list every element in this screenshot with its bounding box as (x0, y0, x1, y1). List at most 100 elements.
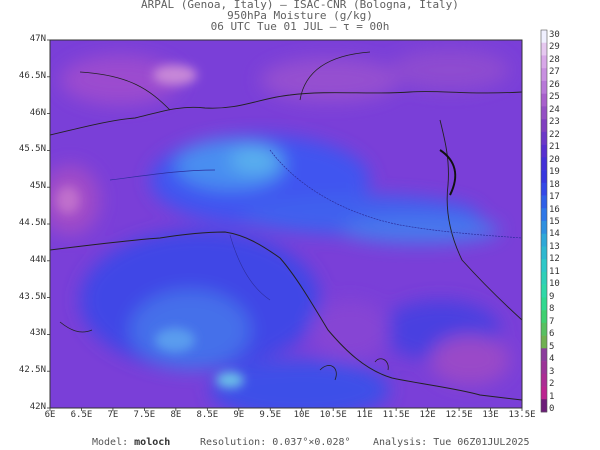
header-valid-time: 06 UTC Tue 01 JUL – τ = 00h (210, 20, 390, 33)
colorbar (540, 29, 548, 413)
colorbar-segment (541, 182, 547, 196)
colorbar-label: 15 (549, 217, 560, 227)
colorbar-label: 8 (549, 304, 555, 315)
colorbar-label: 18 (549, 179, 560, 190)
resolution-info: Resolution: 0.037°×0.028° (200, 437, 351, 448)
lat-tick-label: 45.5N (18, 144, 46, 155)
lon-tick-label: 8.5E (196, 410, 219, 420)
colorbar-segment (541, 55, 547, 69)
colorbar-segment (541, 170, 547, 184)
colorbar-segment (541, 80, 547, 94)
lon-tick-label: 12E (419, 410, 436, 420)
colorbar-segment (541, 195, 547, 209)
colorbar-label: 19 (549, 167, 560, 178)
colorbar-label: 12 (549, 254, 560, 265)
lon-tick-label: 11.5E (382, 410, 410, 420)
lon-tick-label: 13E (482, 410, 499, 420)
colorbar-segment (541, 386, 547, 400)
header-institutions: ARPAL (Genoa, Italy) – ISAC-CNR (Bologna… (141, 0, 459, 11)
colorbar-label: 20 (549, 154, 560, 165)
lon-tick-label: 12.5E (445, 410, 473, 420)
colorbar-segment (541, 106, 547, 120)
colorbar-segment (541, 297, 547, 311)
colorbar-segment (541, 30, 547, 44)
colorbar-label: 22 (549, 129, 560, 140)
colorbar-segment (541, 131, 547, 145)
colorbar-label: 23 (549, 117, 560, 128)
colorbar-segment (541, 322, 547, 336)
colorbar-segment (541, 233, 547, 247)
colorbar-label: 5 (549, 341, 555, 352)
colorbar-segment (541, 271, 547, 285)
colorbar-label: 2 (549, 379, 555, 390)
colorbar-label: 0 (549, 404, 555, 414)
moisture-field (50, 40, 522, 408)
colorbar-label: 6 (549, 329, 555, 340)
colorbar-label: 7 (549, 316, 555, 327)
colorbar-label: 1 (549, 391, 555, 402)
colorbar-frame (540, 29, 548, 413)
model-label: Model: (92, 437, 129, 448)
lon-tick-label: 8E (170, 410, 182, 420)
colorbar-segment (541, 119, 547, 133)
colorbar-label: 17 (549, 192, 560, 203)
lon-tick-label: 7.5E (133, 410, 156, 420)
lat-tick-label: 43N (29, 328, 46, 339)
colorbar-label: 21 (549, 142, 560, 153)
lat-tick-label: 44.5N (18, 218, 46, 228)
colorbar-segment (541, 221, 547, 235)
lon-tick-label: 9E (233, 410, 245, 420)
header-variable: 950hPa Moisture (g/kg) (227, 9, 373, 22)
colorbar-label: 27 (549, 67, 560, 78)
colorbar-label: 11 (549, 266, 560, 277)
lon-tick-label: 10E (293, 410, 310, 420)
colorbar-label: 3 (549, 366, 555, 377)
lat-tick-label: 42.5N (18, 365, 46, 376)
lat-tick-label: 46.5N (18, 70, 46, 81)
colorbar-segment (541, 310, 547, 324)
lon-tick-label: 9.5E (259, 410, 282, 420)
colorbar-segment (541, 42, 547, 56)
colorbar-segment (541, 93, 547, 107)
colorbar-segment (541, 373, 547, 387)
model-info: Model: moloch (92, 437, 170, 448)
colorbar-segment (541, 259, 547, 273)
colorbar-label: 10 (549, 279, 560, 290)
lat-tick-label: 42N (29, 402, 46, 412)
colorbar-segment (541, 246, 547, 260)
colorbar-label: 14 (549, 229, 560, 240)
lat-tick-label: 47N (29, 34, 46, 44)
colorbar-label: 9 (549, 291, 555, 302)
lon-tick-label: 11E (356, 410, 373, 420)
colorbar-label: 24 (549, 104, 560, 115)
colorbar-segment (541, 399, 547, 413)
colorbar-segment (541, 348, 547, 362)
lat-tick-label: 44N (29, 254, 46, 265)
colorbar-segment (541, 208, 547, 222)
colorbar-segment (541, 157, 547, 171)
colorbar-label: 25 (549, 92, 560, 103)
map-boundaries (50, 51, 522, 401)
colorbar-label: 16 (549, 204, 560, 215)
colorbar-segment (541, 335, 547, 349)
colorbar-label: 26 (549, 79, 560, 90)
colorbar-label: 29 (549, 42, 560, 53)
lon-tick-label: 6E (44, 410, 56, 420)
lat-tick-label: 46N (29, 107, 46, 118)
lon-tick-label: 7E (107, 410, 119, 420)
colorbar-label: 30 (549, 30, 560, 40)
colorbar-segment (541, 361, 547, 375)
lon-tick-label: 10.5E (319, 410, 347, 420)
colorbar-label: 4 (549, 354, 555, 365)
colorbar-label: 13 (549, 241, 560, 252)
colorbar-segment (541, 284, 547, 298)
lat-tick-label: 43.5N (18, 291, 46, 302)
model-value: moloch (134, 437, 171, 448)
analysis-info: Analysis: Tue 06Z01JUL2025 (373, 437, 530, 448)
colorbar-segment (541, 68, 547, 82)
colorbar-label: 28 (549, 54, 560, 65)
lon-tick-label: 13.5E (508, 410, 536, 420)
colorbar-segment (541, 144, 547, 158)
lon-tick-label: 6.5E (70, 410, 93, 420)
